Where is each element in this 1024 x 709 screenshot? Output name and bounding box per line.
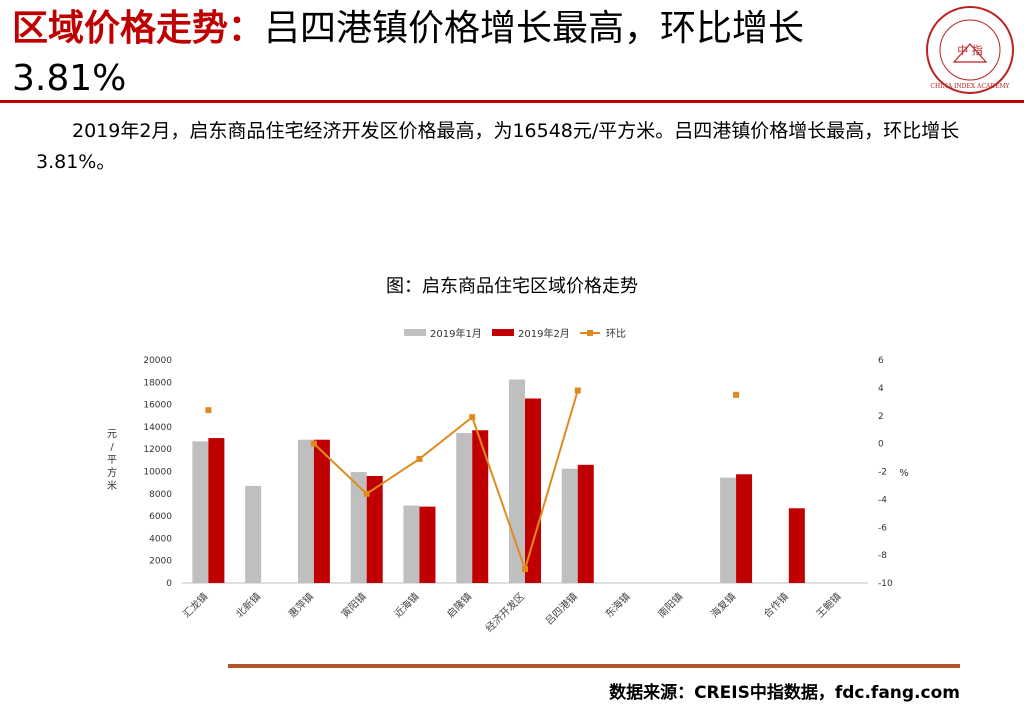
x-tick-label: 北新镇 — [233, 590, 263, 620]
y-tick-label: 4000 — [149, 534, 172, 544]
mom-line — [313, 390, 579, 573]
y2-tick-label: 4 — [878, 384, 884, 394]
title-rest: 吕四港镇价格增长最高，环比增长3.81% — [12, 8, 805, 99]
header-divider — [0, 100, 1024, 103]
x-tick-label: 寅阳镇 — [338, 590, 368, 620]
bar-feb-5 — [472, 430, 489, 583]
bar-jan-6 — [509, 379, 525, 583]
y-tick-label: 8000 — [149, 490, 172, 500]
logo-caption: CHINA INDEX ACADEMY — [930, 83, 1010, 90]
mom-point-6 — [522, 566, 528, 573]
x-tick-label: 吕四港镇 — [542, 590, 579, 627]
footer-rule — [228, 664, 960, 668]
bar-feb-11 — [788, 508, 805, 583]
logo-center-text: 中 指 — [957, 43, 983, 57]
y2-tick-label: 2 — [878, 412, 884, 422]
y2-axis-label: % — [899, 468, 909, 479]
mom-point-2 — [310, 440, 317, 447]
legend-swatch-1 — [492, 329, 514, 336]
bar-jan-0 — [192, 441, 209, 583]
bar-feb-0 — [208, 438, 225, 583]
bar-feb-3 — [366, 475, 383, 583]
x-tick-label: 经济开发区 — [483, 590, 528, 635]
mom-point-3 — [363, 490, 370, 497]
y2-tick-label: -4 — [878, 495, 887, 505]
y-tick-label: 0 — [166, 579, 172, 589]
y-axis-label: 元/平方米 — [107, 429, 117, 492]
legend-label-2: 环比 — [606, 328, 626, 340]
title-highlight: 区域价格走势： — [12, 8, 265, 49]
x-tick-label: 合作镇 — [761, 590, 791, 620]
bar-feb-4 — [419, 506, 436, 583]
china-index-academy-logo: 中 指 CHINA INDEX ACADEMY — [926, 6, 1014, 94]
legend-swatch-0 — [404, 329, 426, 336]
description-paragraph: 2019年2月，启东商品住宅经济开发区价格最高，为16548元/平方米。吕四港镇… — [36, 120, 960, 173]
y-tick-label: 18000 — [143, 378, 172, 388]
x-tick-label: 王鲍镇 — [813, 590, 843, 620]
y2-tick-label: -10 — [878, 579, 893, 589]
y-tick-label: 12000 — [143, 445, 172, 455]
y2-tick-label: -2 — [878, 468, 887, 478]
y2-tick-label: -8 — [878, 551, 887, 561]
mom-point-0 — [205, 407, 212, 414]
x-tick-label: 海复镇 — [708, 590, 738, 620]
legend-label-0: 2019年1月 — [430, 327, 482, 340]
y-tick-label: 14000 — [143, 423, 172, 433]
x-tick-label: 近海镇 — [391, 590, 421, 620]
x-tick-label: 启隆镇 — [444, 590, 474, 620]
bar-jan-1 — [245, 485, 262, 583]
y-tick-label: 20000 — [143, 356, 172, 366]
bar-jan-7 — [561, 468, 578, 583]
bar-feb-10 — [736, 474, 753, 583]
bar-jan-2 — [297, 439, 314, 583]
y2-tick-label: 6 — [878, 356, 884, 366]
x-tick-label: 惠萍镇 — [286, 590, 316, 620]
bar-jan-4 — [403, 505, 420, 583]
mom-point-10 — [733, 391, 740, 398]
bar-jan-5 — [456, 433, 473, 583]
y2-tick-label: -6 — [878, 523, 887, 533]
bar-jan-10 — [720, 477, 737, 583]
y-tick-label: 16000 — [143, 401, 172, 411]
legend-marker-2 — [587, 330, 593, 336]
y-tick-label: 2000 — [149, 557, 172, 567]
mom-point-4 — [416, 455, 423, 462]
mom-point-5 — [469, 414, 476, 421]
y-tick-label: 6000 — [149, 512, 172, 522]
bar-feb-7 — [577, 464, 594, 583]
x-tick-label: 东海镇 — [602, 590, 632, 620]
page-title: 区域价格走势：吕四港镇价格增长最高，环比增长3.81% — [12, 4, 912, 104]
bar-feb-6 — [525, 398, 541, 583]
x-tick-label: 汇龙镇 — [180, 590, 210, 620]
bar-jan-3 — [350, 472, 367, 583]
legend-label-1: 2019年2月 — [518, 327, 570, 340]
y2-tick-label: 0 — [878, 440, 884, 450]
y-tick-label: 10000 — [143, 468, 172, 478]
bar-feb-2 — [313, 439, 330, 583]
chart-title: 图：启东商品住宅区域价格走势 — [386, 276, 638, 297]
mom-point-7 — [574, 387, 581, 394]
x-tick-label: 南阳镇 — [655, 590, 685, 620]
data-source: 数据来源：CREIS中指数据，fdc.fang.com — [609, 683, 960, 703]
